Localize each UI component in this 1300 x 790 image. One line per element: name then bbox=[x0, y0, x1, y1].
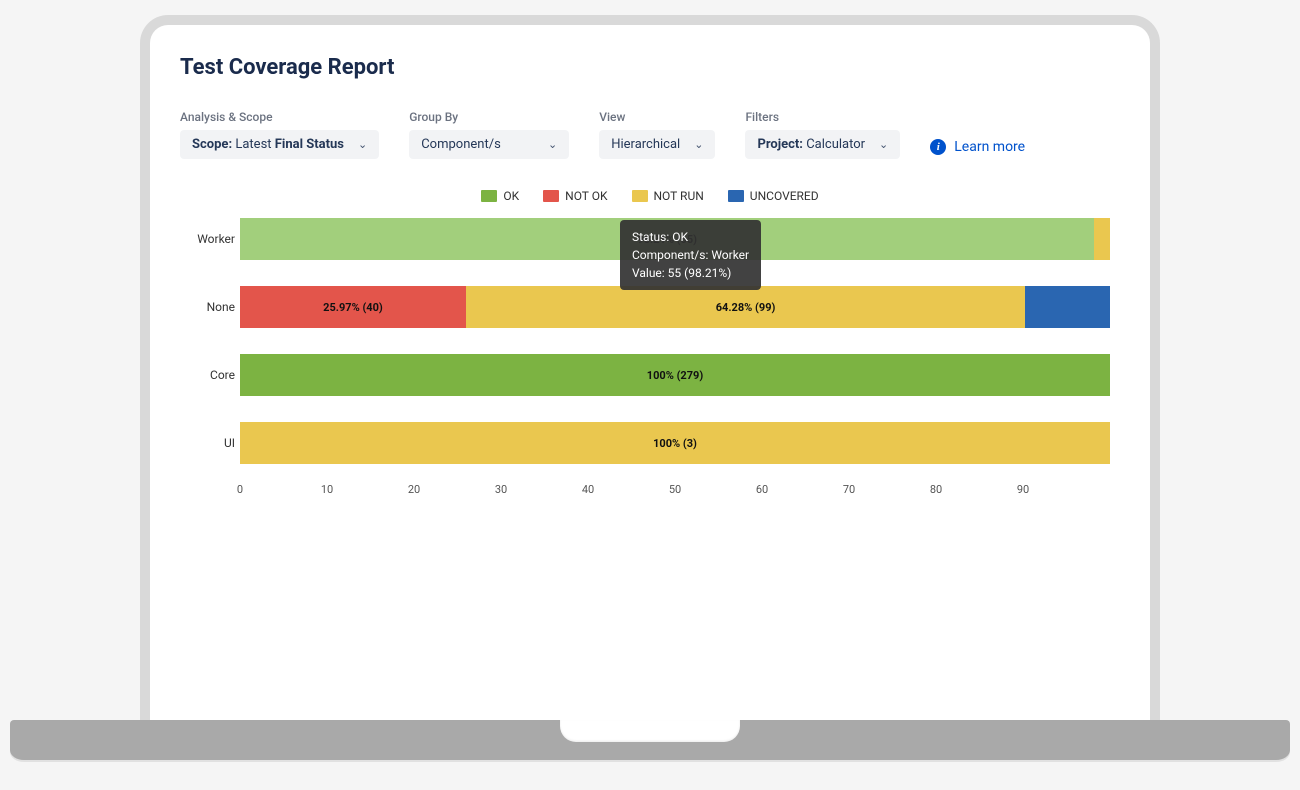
x-tick: 10 bbox=[321, 483, 333, 496]
row-label: Worker bbox=[185, 232, 235, 246]
x-tick: 90 bbox=[1017, 483, 1029, 496]
bar-segment[interactable] bbox=[1094, 218, 1110, 260]
filters-group: Filters Project: Calculator ⌄ bbox=[745, 110, 900, 159]
scope-value-light: Latest bbox=[235, 137, 271, 152]
x-tick: 40 bbox=[582, 483, 594, 496]
legend-label: NOT RUN bbox=[654, 189, 704, 203]
laptop-frame: Test Coverage Report Analysis & Scope Sc… bbox=[140, 15, 1160, 720]
scope-select[interactable]: Scope: Latest Final Status ⌄ bbox=[180, 130, 379, 159]
learn-more-text: Learn more bbox=[954, 139, 1025, 155]
info-icon: i bbox=[930, 139, 946, 155]
legend-label: OK bbox=[503, 189, 519, 203]
scope-prefix: Scope: bbox=[192, 137, 232, 152]
x-tick: 80 bbox=[930, 483, 942, 496]
view-group: View Hierarchical ⌄ bbox=[599, 110, 715, 159]
legend-swatch bbox=[481, 190, 497, 202]
x-tick: 60 bbox=[756, 483, 768, 496]
filters-select[interactable]: Project: Calculator ⌄ bbox=[745, 130, 900, 159]
chevron-down-icon: ⌄ bbox=[358, 138, 367, 151]
controls-row: Analysis & Scope Scope: Latest Final Sta… bbox=[180, 110, 1120, 159]
x-axis: 0 10 20 30 40 50 60 70 80 90 bbox=[240, 483, 1110, 499]
groupby-group: Group By Component/s ⌄ bbox=[409, 110, 569, 159]
legend-label: NOT OK bbox=[565, 189, 607, 203]
legend-swatch bbox=[632, 190, 648, 202]
groupby-value: Component/s bbox=[421, 137, 501, 152]
groupby-select[interactable]: Component/s ⌄ bbox=[409, 130, 569, 159]
row-label: Core bbox=[185, 368, 235, 382]
tooltip-line3: Value: 55 (98.21%) bbox=[632, 264, 749, 282]
bar-segment[interactable]: 64.28% (99) bbox=[466, 286, 1025, 328]
scope-value-bold: Final Status bbox=[275, 137, 344, 152]
legend-swatch bbox=[728, 190, 744, 202]
filters-label: Filters bbox=[745, 110, 900, 124]
row-label: UI bbox=[185, 436, 235, 450]
bar-container: 100% (279) bbox=[240, 354, 1110, 396]
bar-segment[interactable]: 100% (279) bbox=[240, 354, 1110, 396]
filters-value: Calculator bbox=[806, 137, 865, 152]
tooltip-line2: Component/s: Worker bbox=[632, 246, 749, 264]
scope-label: Analysis & Scope bbox=[180, 110, 379, 124]
screen: Test Coverage Report Analysis & Scope Sc… bbox=[150, 25, 1150, 720]
x-tick: 30 bbox=[495, 483, 507, 496]
learn-more-link[interactable]: i Learn more bbox=[930, 139, 1025, 159]
bar-segment[interactable]: 25.97% (40) bbox=[240, 286, 466, 328]
x-tick: 0 bbox=[237, 483, 243, 496]
bar-container: 25.97% (40)64.28% (99) bbox=[240, 286, 1110, 328]
legend-item[interactable]: NOT RUN bbox=[632, 189, 704, 203]
scope-group: Analysis & Scope Scope: Latest Final Sta… bbox=[180, 110, 379, 159]
legend-swatch bbox=[543, 190, 559, 202]
x-tick: 20 bbox=[408, 483, 420, 496]
page-title: Test Coverage Report bbox=[180, 55, 1120, 80]
view-value: Hierarchical bbox=[611, 137, 680, 152]
legend: OK NOT OK NOT RUN UNCOVERED bbox=[180, 189, 1120, 203]
legend-item[interactable]: NOT OK bbox=[543, 189, 607, 203]
bar-container: 100% (3) bbox=[240, 422, 1110, 464]
bar-segment[interactable]: 100% (3) bbox=[240, 422, 1110, 464]
bar-segment[interactable] bbox=[1025, 286, 1110, 328]
view-label: View bbox=[599, 110, 715, 124]
chart-row: UI100% (3) bbox=[240, 415, 1110, 471]
groupby-label: Group By bbox=[409, 110, 569, 124]
filters-prefix: Project: bbox=[757, 137, 803, 152]
laptop-notch bbox=[560, 720, 740, 742]
x-tick: 70 bbox=[843, 483, 855, 496]
chart-row: Core100% (279) bbox=[240, 347, 1110, 403]
chevron-down-icon: ⌄ bbox=[548, 138, 557, 151]
legend-item[interactable]: OK bbox=[481, 189, 519, 203]
legend-label: UNCOVERED bbox=[750, 189, 819, 203]
view-select[interactable]: Hierarchical ⌄ bbox=[599, 130, 715, 159]
tooltip-line1: Status: OK bbox=[632, 228, 749, 246]
chevron-down-icon: ⌄ bbox=[694, 138, 703, 151]
x-tick: 50 bbox=[669, 483, 681, 496]
tooltip: Status: OK Component/s: Worker Value: 55… bbox=[620, 220, 761, 290]
legend-item[interactable]: UNCOVERED bbox=[728, 189, 819, 203]
chevron-down-icon: ⌄ bbox=[879, 138, 888, 151]
row-label: None bbox=[185, 300, 235, 314]
